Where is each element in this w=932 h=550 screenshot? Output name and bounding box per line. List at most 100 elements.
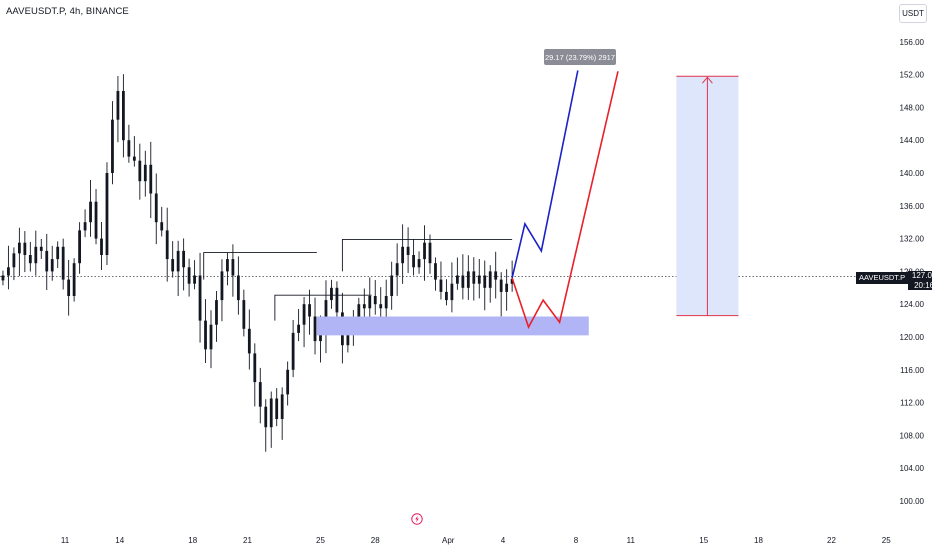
candle-body [439, 279, 443, 292]
candle-body [34, 246, 38, 264]
candle-body [302, 304, 306, 325]
candle-body [7, 267, 10, 276]
x-tick-label: 22 [827, 536, 836, 545]
y-tick-label: 140.00 [900, 169, 925, 178]
x-tick-label: 18 [188, 536, 197, 545]
candle-body [313, 316, 317, 342]
candle-body [56, 246, 60, 260]
level-line [203, 252, 317, 280]
y-tick-label: 108.00 [900, 431, 925, 440]
y-tick-label: 100.00 [900, 497, 925, 506]
candle-body [100, 238, 103, 255]
candles-group [1, 74, 514, 452]
x-tick-label: 25 [882, 536, 891, 545]
candle-body [182, 250, 186, 268]
bar-countdown: 20:16 [914, 280, 932, 290]
y-tick-label: 120.00 [900, 333, 925, 342]
candle-body [17, 242, 21, 254]
candle-body [417, 259, 421, 268]
candle-body [247, 328, 251, 354]
candle-body [105, 173, 109, 255]
x-tick-label: 15 [699, 536, 708, 545]
candle-body [505, 283, 509, 292]
candle-body [477, 275, 481, 284]
candle-body [357, 304, 361, 317]
candle-body [275, 398, 279, 419]
candle-body [264, 406, 268, 428]
x-axis: 11 14 18 21 25 28 Apr 4 8 11 15 18 22 25 [61, 536, 891, 545]
candle-body [83, 222, 87, 231]
candle-body [215, 300, 218, 325]
y-tick-label: 148.00 [900, 103, 925, 112]
x-tick-label: 11 [61, 536, 70, 545]
candle-body [209, 324, 213, 350]
candle-body [12, 253, 16, 268]
candle-body [450, 283, 454, 301]
y-tick-label: 116.00 [900, 366, 924, 375]
candle-body [132, 156, 136, 161]
last-price-tag: AAVEUSDT.P 127.09 20:16 [856, 271, 932, 290]
candle-body [488, 271, 492, 288]
level-line [274, 294, 372, 321]
last-price-symbol: AAVEUSDT.P [856, 272, 909, 284]
candle-body [45, 250, 49, 272]
candle-body [72, 263, 76, 296]
measure-label: 29.17 (23.79%) 2917 [544, 49, 616, 65]
y-tick-label: 132.00 [900, 235, 925, 244]
candle-body [445, 291, 448, 301]
candle-body [116, 91, 120, 120]
currency-button[interactable]: USDT [899, 4, 927, 23]
candle-body [220, 271, 224, 301]
y-tick-label: 124.00 [900, 300, 925, 309]
candle-body [494, 271, 498, 280]
candle-body [362, 304, 366, 309]
candle-body [39, 246, 43, 251]
candle-body [143, 164, 147, 182]
symbol-title: AAVEUSDT.P, 4h, BINANCE [6, 6, 129, 17]
level-line [341, 238, 513, 272]
candle-body [335, 287, 339, 313]
candle-body [171, 259, 175, 272]
candle-body [258, 382, 262, 407]
last-price-value: 127.09 [911, 271, 932, 280]
x-tick-label: 21 [243, 536, 252, 545]
x-tick-label: 8 [574, 536, 579, 545]
candle-body [122, 91, 125, 141]
candle-body [280, 394, 284, 419]
candle-body [428, 242, 432, 264]
candle-body [412, 255, 415, 268]
candle-body [401, 246, 405, 264]
candle-body [187, 267, 191, 284]
candle-body [1, 275, 5, 281]
candle-body [204, 320, 207, 350]
candle-body [368, 296, 372, 309]
candle-body [193, 275, 196, 284]
candle-body [423, 242, 426, 260]
candle-body [127, 140, 131, 157]
candle-body [434, 263, 437, 280]
candle-body [379, 304, 383, 309]
bullish-projection [511, 70, 579, 279]
candle-body [111, 119, 114, 173]
candle-body [28, 255, 32, 264]
candle-body [395, 263, 399, 276]
candle-body [269, 398, 273, 428]
candle-body [319, 332, 322, 342]
candle-body [346, 328, 350, 346]
candle-body [78, 230, 81, 264]
candle-body [510, 278, 514, 284]
last-price-box: 127.09 20:16 [908, 271, 932, 290]
candle-body [472, 271, 476, 284]
x-tick-label: 28 [371, 536, 380, 545]
candle-body [291, 332, 295, 370]
candle-body [384, 296, 388, 309]
candle-body [226, 259, 229, 272]
candle-body [406, 246, 410, 255]
x-tick-label: 25 [316, 536, 325, 545]
y-tick-label: 144.00 [900, 136, 925, 145]
lightning-icon[interactable] [411, 512, 423, 525]
candle-body [198, 275, 202, 321]
bearish-projection [511, 71, 619, 330]
candle-body [61, 246, 65, 280]
